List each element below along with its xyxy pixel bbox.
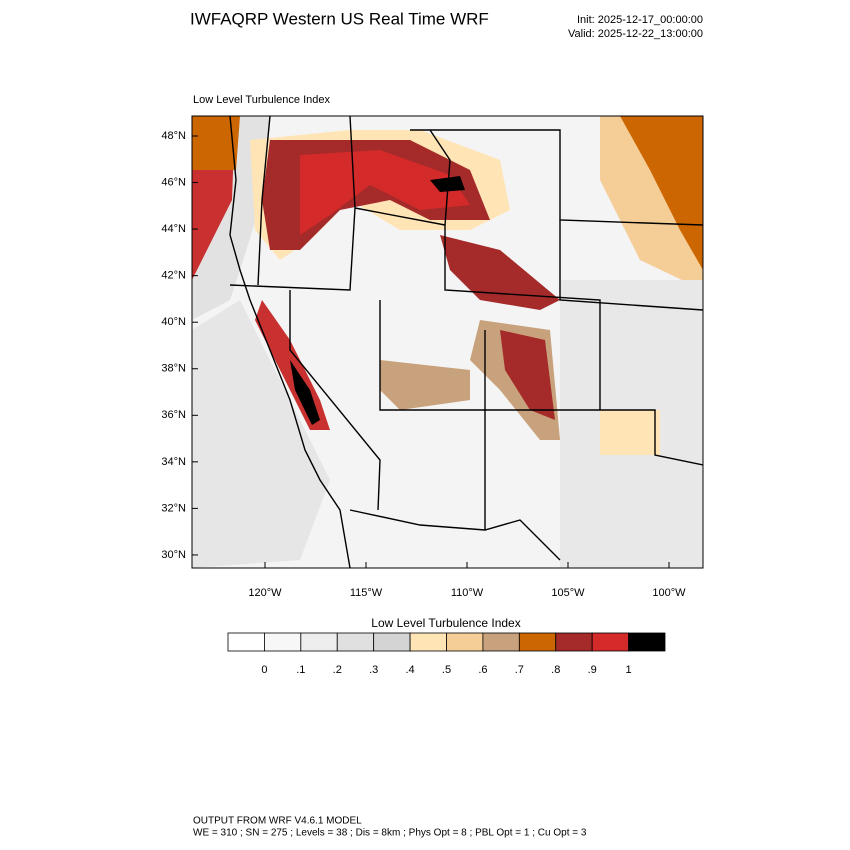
map: [191, 115, 704, 569]
colorbar-label: .3: [369, 664, 378, 676]
colorbar-label: .1: [296, 664, 305, 676]
lon-label: 110°W: [451, 587, 484, 599]
map-subtitle: Low Level Turbulence Index: [193, 94, 330, 106]
lon-label: 115°W: [350, 587, 383, 599]
colorbar-box: [555, 632, 593, 652]
lon-label: 100°W: [652, 587, 686, 599]
colorbar-box: [446, 632, 484, 652]
colorbar-box: [518, 632, 557, 652]
colorbar-label: .4: [405, 664, 414, 676]
lat-label: 36°N: [161, 409, 186, 421]
lat-label: 30°N: [161, 549, 186, 561]
colorbar-box: [300, 632, 338, 652]
lat-label: 44°N: [161, 223, 186, 235]
colorbar-box: [336, 632, 375, 652]
colorbar-box: [482, 632, 520, 652]
init-time: Init: 2025-12-17_00:00:00: [577, 14, 703, 26]
colorbar-box: [591, 632, 629, 652]
colorbar-label: 1: [626, 664, 632, 676]
colorbar-box: [628, 632, 666, 652]
colorbar-box: [409, 632, 447, 652]
lat-label: 32°N: [161, 502, 186, 514]
lat-label: 34°N: [161, 456, 186, 468]
lat-label: 40°N: [161, 316, 186, 328]
colorbar-label: 0: [261, 664, 267, 676]
colorbar-label: .2: [333, 664, 342, 676]
colorbar-label: .8: [551, 664, 560, 676]
lat-label: 46°N: [161, 176, 186, 188]
lat-label: 48°N: [161, 130, 186, 142]
footer-line: OUTPUT FROM WRF V4.6.1 MODEL: [193, 816, 362, 827]
footer-line: WE = 310 ; SN = 275 ; Levels = 38 ; Dis …: [193, 828, 587, 839]
colorbar-title: Low Level Turbulence Index: [371, 616, 520, 630]
colorbar-box: [227, 632, 265, 652]
lon-label: 120°W: [248, 587, 282, 599]
valid-time: Valid: 2025-12-22_13:00:00: [568, 28, 703, 40]
colorbar-label: .9: [588, 664, 597, 676]
colorbar-label: .6: [478, 664, 487, 676]
lat-label: 42°N: [161, 270, 186, 282]
lat-label: 38°N: [161, 363, 186, 375]
colorbar-box: [373, 632, 411, 652]
lon-label: 105°W: [551, 587, 585, 599]
colorbar-label: .7: [515, 664, 524, 676]
colorbar-label: .5: [442, 664, 451, 676]
title: IWFAQRP Western US Real Time WRF: [190, 9, 489, 28]
colorbar-box: [264, 632, 302, 652]
